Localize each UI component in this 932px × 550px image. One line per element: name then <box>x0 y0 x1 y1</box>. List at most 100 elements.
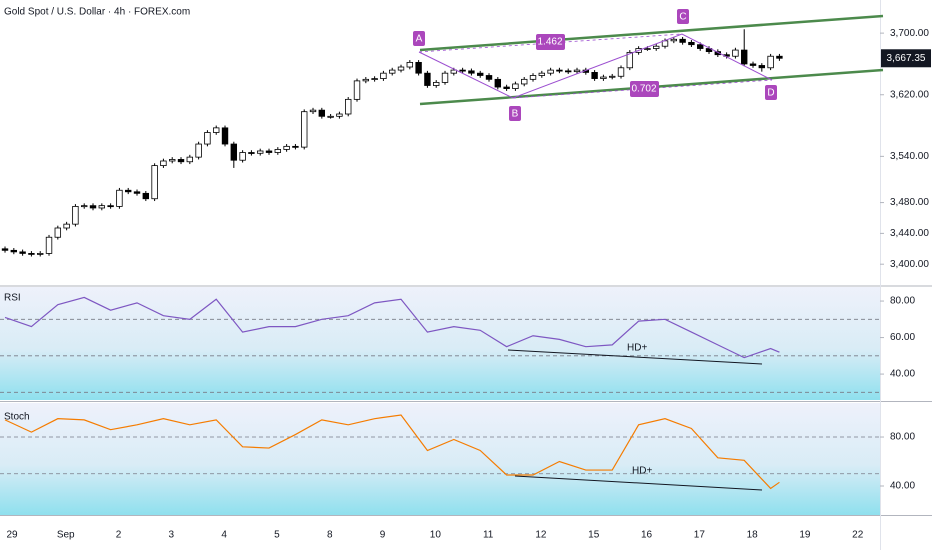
candle-body <box>494 78 502 88</box>
divergence-label: HD+ <box>627 343 647 354</box>
candle-body <box>221 127 229 145</box>
candle-body <box>81 205 88 208</box>
candle-body <box>72 206 79 225</box>
divergence-label: HD+ <box>632 466 652 477</box>
candle-body <box>19 251 26 254</box>
candle-body <box>274 149 282 153</box>
x-tick-label: 10 <box>430 530 442 541</box>
x-tick-label: 12 <box>535 530 547 541</box>
candle-body <box>485 75 493 80</box>
candle-body <box>345 98 352 115</box>
ratio-box <box>630 81 659 97</box>
candle-body <box>468 70 475 74</box>
candle-body <box>547 69 554 74</box>
candle-body <box>204 132 211 145</box>
y-tick-label: 3,440.00 <box>890 228 929 239</box>
candle-body <box>732 49 739 57</box>
candle-body <box>653 45 660 49</box>
last-price-tag: 3,667.35 <box>881 49 931 68</box>
candle-body <box>512 83 519 89</box>
y-tick-label: 3,400.00 <box>890 259 929 270</box>
candle-body <box>309 109 317 113</box>
panel-title: RSI <box>4 293 21 304</box>
abcd-pattern <box>418 33 773 99</box>
candle-body <box>54 227 62 238</box>
candle-body <box>503 86 510 89</box>
stoch-panel <box>0 403 880 515</box>
candle-body <box>415 61 422 74</box>
candle-body <box>169 159 176 162</box>
candle-body <box>380 72 387 79</box>
y-tick-label: 40.00 <box>890 369 915 380</box>
candle-body <box>257 150 264 154</box>
candle-body <box>336 113 343 117</box>
y-tick-label: 3,540.00 <box>890 151 929 162</box>
point-label: D <box>767 88 774 99</box>
rsi-panel <box>0 287 880 400</box>
candle-body <box>767 55 774 69</box>
candle-body <box>37 253 44 255</box>
indicator-line <box>4 296 780 359</box>
y-tick-label: 3,480.00 <box>890 197 929 208</box>
ratio-link <box>512 79 773 99</box>
candle-body <box>406 61 414 68</box>
candle-body <box>327 115 334 118</box>
candle-body <box>433 82 440 86</box>
candle-body <box>459 69 466 72</box>
candle-body <box>248 152 255 154</box>
plot-layer <box>0 29 880 490</box>
candle-body <box>301 111 308 148</box>
candle-body <box>292 145 299 148</box>
candle-body <box>741 49 748 65</box>
candle-body <box>477 72 484 76</box>
y-tick-label: 80.00 <box>890 296 915 307</box>
candle-body <box>125 189 132 193</box>
ratio-label: 0.702 <box>631 84 656 95</box>
y-tick-label: 80.00 <box>890 432 915 443</box>
candle-body <box>565 70 572 73</box>
x-tick-label: 5 <box>274 530 280 541</box>
candle-body <box>133 191 141 194</box>
candle-body <box>538 72 546 76</box>
ratio-box <box>536 34 565 50</box>
candle-body <box>318 109 326 117</box>
x-tick-label: 18 <box>747 530 759 541</box>
channel-upper <box>419 14 884 52</box>
candle-body <box>749 63 757 66</box>
candle-body <box>626 51 634 69</box>
candle-body <box>89 205 97 209</box>
candle-body <box>230 143 238 161</box>
candle-body <box>529 75 537 80</box>
y-tick-label: 3,620.00 <box>890 89 929 100</box>
candle-body <box>573 69 581 73</box>
label-box <box>509 106 521 121</box>
x-tick-label: 19 <box>799 530 811 541</box>
candle-body <box>591 72 598 79</box>
candle-body <box>776 55 783 59</box>
candle-body <box>28 253 35 255</box>
candle-body <box>450 69 458 74</box>
candle-body <box>10 249 18 253</box>
last-price-label: 3,667.35 <box>887 53 926 64</box>
candle-body <box>697 44 704 49</box>
ratio-label: 1.462 <box>537 37 562 48</box>
candle-body <box>98 205 106 209</box>
label-box <box>413 31 425 46</box>
candle-body <box>609 75 616 78</box>
x-tick-label: 3 <box>169 530 175 541</box>
candle-body <box>688 41 695 46</box>
divergence-line <box>507 349 763 365</box>
candle-body <box>424 72 431 86</box>
candle-body <box>265 150 273 153</box>
y-tick-label: 40.00 <box>890 481 915 492</box>
candle-body <box>283 145 290 150</box>
divergence-line <box>514 475 763 491</box>
y-tick-label: 60.00 <box>890 332 915 343</box>
point-label: A <box>416 34 423 45</box>
point-label: B <box>512 109 519 120</box>
candle-body <box>186 156 194 163</box>
candle-body <box>362 78 370 82</box>
candle-body <box>670 38 678 42</box>
last-price-box <box>881 49 931 68</box>
